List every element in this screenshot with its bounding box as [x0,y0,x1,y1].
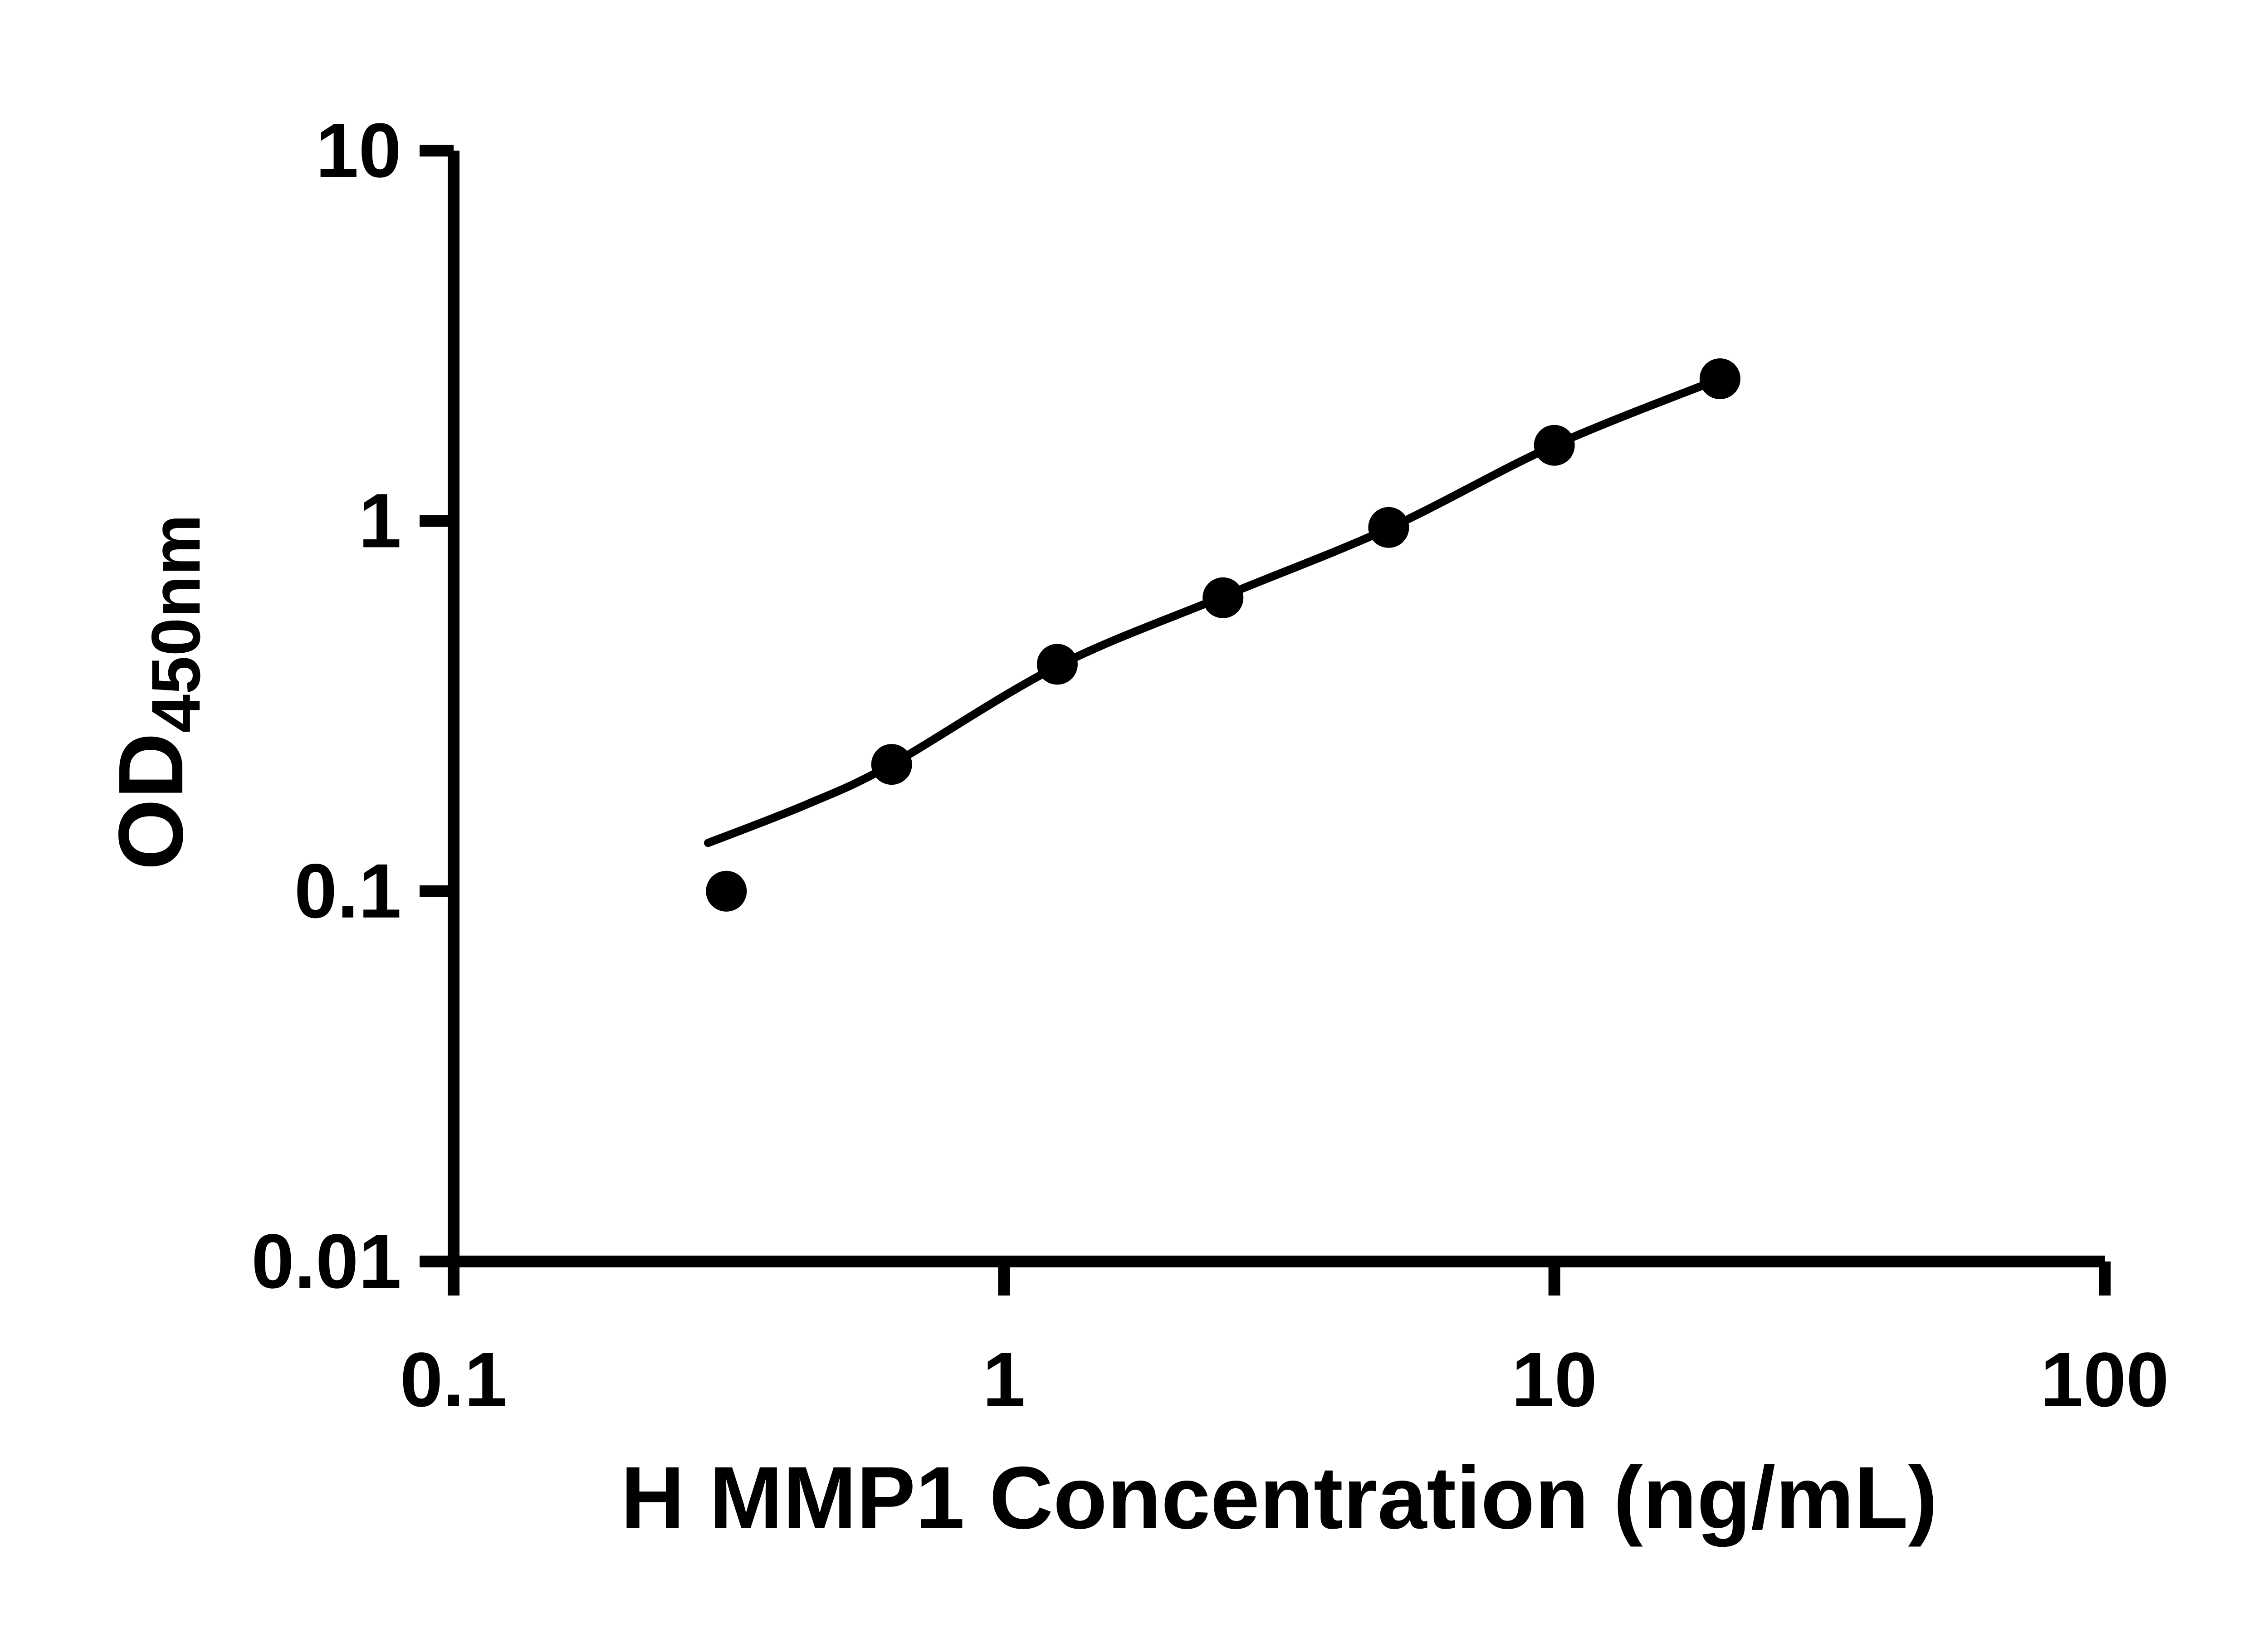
y-tick-label: 1 [358,478,401,564]
data-points [706,358,1740,912]
x-tick-label: 0.1 [400,1337,507,1423]
data-point [871,744,912,785]
y-axis-title-main: OD [99,733,202,870]
y-axis-title-subscript: 450nm [137,514,215,733]
y-tick-label: 0.01 [251,1218,401,1305]
data-point [706,870,747,912]
x-tick-label: 1 [982,1337,1026,1423]
y-tick-label: 10 [316,108,401,194]
x-axis-title: H MMP1 Concentration (ng/mL) [621,1448,1938,1547]
data-point [1699,358,1740,399]
data-point [1036,644,1078,685]
data-point [1534,425,1575,466]
x-axis-ticks: 0.1 1 10 100 [400,1261,2169,1423]
y-axis-title: OD450nm [99,514,215,870]
y-axis-ticks: 0.01 0.1 1 10 [251,108,454,1305]
x-tick-label: 100 [2040,1337,2169,1423]
data-point [1202,577,1244,618]
axes [448,151,2105,1267]
x-tick-label: 10 [1511,1337,1597,1423]
data-point [1368,507,1409,548]
y-tick-label: 0.1 [294,848,401,934]
